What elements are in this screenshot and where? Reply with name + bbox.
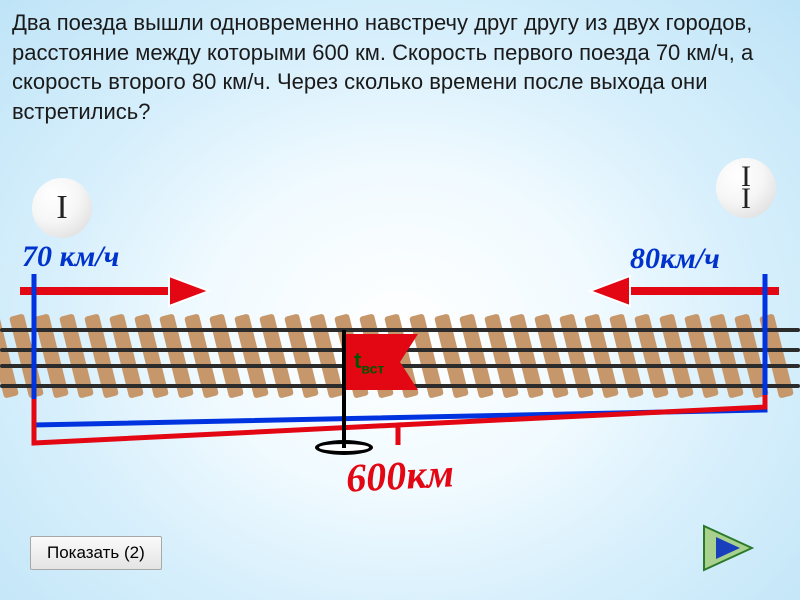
train-1-speed: 70 км/ч [22, 240, 119, 274]
train-1-marker: I [32, 178, 92, 238]
train-1-label: I [56, 189, 67, 227]
flag-label: tвст [354, 348, 384, 376]
problem-text: Два поезда вышли одновременно навстречу … [12, 8, 788, 127]
play-button[interactable] [702, 524, 754, 572]
flag-sub: вст [361, 360, 384, 376]
train-2-label-line2: I [741, 188, 751, 211]
show-button[interactable]: Показать (2) [30, 536, 162, 570]
train-2-marker: I I [716, 158, 776, 218]
